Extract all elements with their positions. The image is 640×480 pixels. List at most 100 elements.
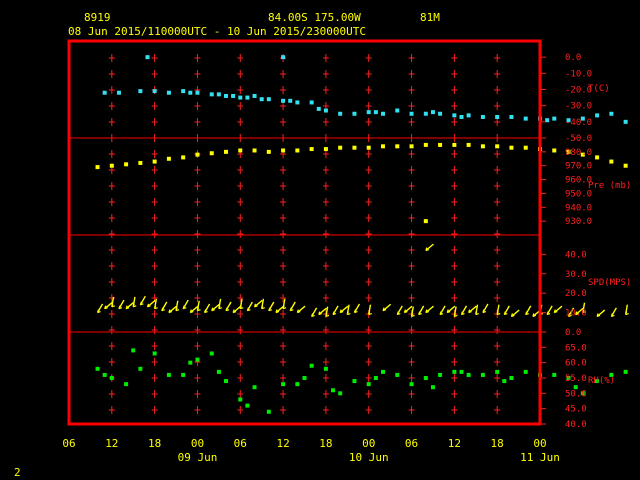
station-id: 8919 <box>84 11 111 24</box>
data-point <box>139 295 146 306</box>
data-point <box>475 304 479 316</box>
wind-arrow-head <box>118 305 123 310</box>
data-point <box>430 110 435 115</box>
x-tick-label: 18 <box>491 437 504 450</box>
panel-4 <box>95 348 628 414</box>
data-point <box>410 306 415 318</box>
wind-arrow-head <box>503 311 508 316</box>
y-tick-label: 0.0 <box>565 53 581 63</box>
data-point <box>216 92 221 97</box>
data-point <box>430 385 435 390</box>
wind-arrow-head <box>339 309 344 314</box>
x-tick-label: 12 <box>276 437 289 450</box>
data-point <box>510 309 520 318</box>
x-tick-label: 00 <box>362 437 375 450</box>
data-point <box>366 145 371 150</box>
wind-arrow-head <box>475 311 479 316</box>
data-point <box>168 305 178 314</box>
panel-3 <box>96 243 629 318</box>
data-point <box>609 111 614 116</box>
panel-name: SPD(MPS) <box>588 278 631 288</box>
data-point <box>580 391 585 396</box>
data-point <box>189 305 199 314</box>
x-tick-label: 06 <box>405 437 418 450</box>
data-point <box>118 299 125 310</box>
data-point <box>295 100 300 105</box>
data-point <box>446 305 456 314</box>
data-point <box>418 305 425 316</box>
outlier-point <box>145 55 150 60</box>
data-point <box>239 298 244 310</box>
wind-arrow-head <box>425 309 430 314</box>
data-point <box>553 305 563 314</box>
panel-name: Pre (mb) <box>588 181 631 191</box>
data-point <box>268 301 275 312</box>
data-point <box>366 110 371 115</box>
wind-arrow-shaft <box>254 299 263 308</box>
data-point <box>466 372 471 377</box>
data-point <box>460 305 468 316</box>
wind-arrow-shaft <box>339 305 349 314</box>
data-point <box>152 89 157 94</box>
y-tick-label: 960.0 <box>565 176 592 186</box>
data-point <box>403 305 413 314</box>
data-point <box>124 382 129 387</box>
data-point <box>509 145 514 150</box>
data-point <box>166 156 171 161</box>
wind-arrow-head <box>261 305 265 310</box>
wind-arrow-head <box>225 307 230 312</box>
wind-arrow-head <box>382 307 387 312</box>
data-point <box>175 300 180 312</box>
data-point <box>166 372 171 377</box>
wind-arrow-head <box>211 307 215 312</box>
data-point <box>396 305 403 316</box>
data-point <box>566 376 571 380</box>
data-point <box>566 118 571 123</box>
wind-arrow-head <box>232 309 237 314</box>
data-point <box>252 385 257 390</box>
data-point <box>523 145 528 150</box>
wind-arrow-head <box>446 309 451 314</box>
data-point <box>352 145 357 150</box>
data-point <box>468 305 477 314</box>
data-point <box>546 305 553 316</box>
wind-arrow-head <box>325 313 330 318</box>
wind-arrow-shaft <box>553 305 563 314</box>
wind-arrow-shaft <box>211 303 220 312</box>
data-point <box>352 379 357 384</box>
data-point <box>339 305 349 314</box>
y-tick-label: 30.0 <box>565 270 587 280</box>
wind-arrow-head <box>353 309 358 314</box>
data-point <box>452 113 457 118</box>
data-point <box>466 113 471 118</box>
data-point <box>438 142 443 147</box>
wind-arrow-head <box>453 313 458 318</box>
data-point <box>525 305 532 316</box>
data-point <box>480 372 485 377</box>
data-point <box>132 296 137 308</box>
wind-arrow-head <box>346 311 351 316</box>
data-point <box>368 304 372 316</box>
data-point <box>566 149 571 154</box>
wind-arrow-head <box>96 309 101 314</box>
wind-arrow-head <box>553 309 558 314</box>
wind-arrow-head <box>104 305 108 310</box>
data-point <box>580 116 585 121</box>
data-point <box>495 114 500 119</box>
data-point <box>196 300 201 312</box>
data-point <box>381 144 385 149</box>
data-point <box>245 95 250 100</box>
data-point <box>195 152 200 157</box>
wind-arrow-shaft <box>382 303 392 312</box>
data-point <box>211 303 220 312</box>
data-point <box>216 369 221 374</box>
data-point <box>552 372 557 377</box>
wind-arrow-head <box>275 309 280 314</box>
wind-arrow-shaft <box>104 301 113 310</box>
data-point <box>181 89 186 94</box>
data-point <box>338 111 343 116</box>
wind-arrow-head <box>311 313 315 318</box>
data-point <box>266 409 271 414</box>
wind-arrow-shaft <box>125 301 135 310</box>
